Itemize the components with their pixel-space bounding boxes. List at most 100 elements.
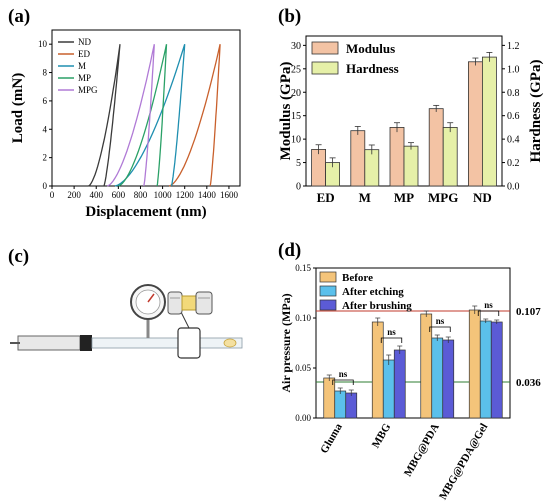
y-tick-label-b: 0 — [296, 182, 301, 193]
bar-after-brushing — [442, 339, 455, 419]
y-tick-label-right-b: 0.6 — [507, 111, 520, 122]
category-label-d: Gluma — [318, 421, 345, 455]
bar-hardness — [481, 56, 497, 187]
curve-m — [114, 44, 186, 187]
bar-modulus — [428, 108, 444, 187]
panel-label-a: (a) — [8, 6, 30, 27]
plot-frame-a — [51, 29, 241, 187]
x-tick-label-a: 1400 — [198, 190, 217, 200]
category-label-d: MBG — [370, 421, 394, 450]
y-tick-label-right-b: 0.0 — [507, 182, 520, 193]
y-tick-label-d: 0.00 — [295, 413, 311, 423]
x-tick-label-a: 1600 — [220, 190, 239, 200]
panel-b-chart: 0 5 10 15 20 25 30 0.0 0.2 0.4 0.6 0.8 1.0 1.2 Modulus… — [278, 35, 544, 205]
significance-label: ns — [387, 327, 396, 337]
legend-label-nd: ND — [78, 37, 91, 47]
x-tick-label-a: 1200 — [176, 190, 195, 200]
y-tick-label-d: 0.10 — [295, 313, 311, 323]
y-axis-label-right-b: Hardness (GPa) — [528, 60, 544, 163]
gauge-needle-icon — [147, 293, 155, 303]
category-label-b: M — [359, 190, 371, 205]
legend-swatch-after-brushing — [319, 299, 337, 311]
legend-label-before: Before — [342, 272, 373, 284]
significance-bracket — [429, 326, 451, 332]
y-tick-label-right-b: 1.2 — [507, 41, 520, 52]
x-tick-label-a: 600 — [112, 190, 126, 200]
bar-after-brushing — [490, 321, 503, 419]
panel-label-c: (c) — [8, 246, 29, 267]
y-tick-label-b: 5 — [296, 158, 301, 169]
bar-modulus — [311, 149, 327, 187]
reference-label: 0.107 — [516, 306, 541, 318]
y-tick-label-right-b: 1.0 — [507, 64, 520, 75]
category-label-b: MP — [394, 190, 414, 205]
y-tick-label-right-b: 0.2 — [507, 158, 520, 169]
plot-frame-d — [315, 267, 511, 419]
y-tick-label-b: 15 — [291, 111, 301, 122]
syringe-barrel — [17, 335, 81, 351]
legend-swatch-hardness — [311, 61, 339, 75]
legend-label-mp: MP — [78, 73, 91, 83]
y-tick-label-a: 6 — [43, 96, 48, 106]
bar-before — [468, 309, 481, 419]
bar-hardness — [364, 149, 380, 187]
bar-after-etching — [479, 320, 492, 419]
syringe-tip — [80, 335, 92, 351]
y-tick-label-a: 4 — [43, 124, 48, 134]
y-tick-label-right-b: 0.8 — [507, 88, 520, 99]
x-tick-label-a: 800 — [134, 190, 148, 200]
y-tick-label-right-b: 0.4 — [507, 135, 520, 146]
legend-swatch-modulus — [311, 41, 339, 55]
bar-hardness — [442, 127, 458, 187]
significance-bracket — [380, 337, 403, 343]
bar-hardness — [403, 145, 419, 187]
x-tick-label-a: 1000 — [154, 190, 173, 200]
y-axis-label-b: Modulus (GPa) — [278, 62, 294, 161]
legend-label-after-brushing: After brushing — [342, 300, 412, 312]
y-tick-label-a: 2 — [43, 153, 48, 163]
curve-mpg — [107, 44, 155, 187]
y-tick-label-d: 0.15 — [295, 263, 311, 273]
significance-label: ns — [339, 369, 348, 379]
y-tick-label-a: 0 — [43, 181, 48, 191]
panel-c-schematic — [10, 284, 243, 359]
curve-nd — [88, 44, 121, 187]
bar-after-brushing — [345, 392, 358, 419]
curve-mp — [118, 44, 168, 187]
curve-ed — [168, 44, 221, 187]
category-label-b: ND — [473, 190, 492, 205]
significance-label: ns — [484, 300, 493, 310]
category-label-d: MBG@PDA — [402, 421, 442, 478]
bar-before — [371, 321, 384, 419]
connector-detail — [167, 291, 213, 315]
legend-label-modulus: Modulus — [346, 41, 395, 56]
category-label-b: ED — [317, 190, 335, 205]
legend-swatch-after-etching — [319, 285, 337, 297]
panel-a-chart: 0 200 400 600 800 1000 1200 1400 1600 0 2 4 6 8 10 Disp… — [10, 29, 241, 220]
air-tube — [91, 337, 243, 349]
y-tick-label-b: 10 — [291, 135, 301, 146]
y-tick-label-b: 25 — [291, 64, 301, 75]
y-tick-label-b: 30 — [291, 41, 301, 52]
bar-after-etching — [431, 337, 444, 419]
y-tick-label-b: 20 — [291, 88, 301, 99]
dentin-disc — [223, 338, 237, 348]
x-axis-label-a: Displacement (nm) — [85, 204, 206, 220]
panel-d-chart: 0.00 0.05 0.10 0.15 Air pressure (MPa) 0.107 0… — [279, 263, 541, 502]
bar-modulus — [389, 127, 405, 187]
legend-label-ed: ED — [78, 49, 90, 59]
sample-holder — [177, 327, 201, 359]
significance-bracket — [332, 379, 354, 385]
x-tick-label-a: 0 — [50, 190, 55, 200]
bar-after-etching — [334, 390, 347, 419]
legend-label-hardness: Hardness — [346, 61, 399, 76]
panel-label-d: (d) — [278, 240, 301, 261]
y-tick-label-a: 10 — [38, 39, 48, 49]
legend-label-m: M — [78, 61, 86, 71]
bar-modulus — [350, 130, 366, 187]
legend-swatch-before — [319, 271, 337, 283]
y-tick-label-a: 8 — [43, 68, 48, 78]
y-axis-label-a: Load (mN) — [10, 73, 26, 143]
category-label-b: MPG — [428, 190, 458, 205]
